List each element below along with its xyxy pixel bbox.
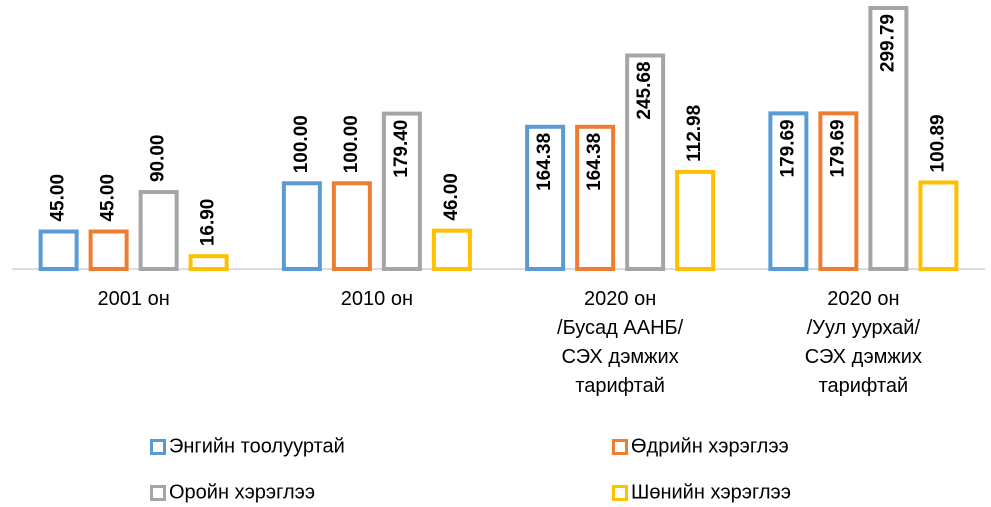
data-label: 100.00 [341, 115, 362, 173]
data-label: 179.69 [827, 119, 848, 177]
bar [818, 111, 859, 271]
x-tick-label: 2020 он/Бусад ААНБ/СЭХ дэмжих тарифтай [557, 288, 684, 397]
data-label: 179.40 [391, 120, 412, 178]
data-label: 90.00 [148, 134, 169, 182]
legend-swatch [150, 439, 166, 455]
bar [138, 190, 179, 272]
data-label: 299.79 [877, 14, 898, 72]
x-tick-label: 2020 он/Уул уурхай/СЭХ дэмжих тарифтай [805, 288, 922, 397]
bar [88, 229, 129, 272]
legend-label: Энгийн тоолууртай [169, 435, 345, 457]
bar [625, 53, 666, 271]
data-label: 179.69 [777, 119, 798, 177]
bar [525, 124, 566, 271]
x-tick-label: 2001 он [98, 288, 170, 310]
data-label: 112.98 [684, 105, 705, 162]
bar [675, 169, 716, 272]
bar [431, 228, 472, 271]
bar [188, 254, 229, 271]
legend-swatch [612, 485, 628, 501]
data-label: 100.89 [927, 114, 948, 172]
data-label: 46.00 [441, 173, 462, 221]
data-label: 164.38 [534, 133, 555, 191]
x-tick-label: 2010 он [341, 288, 413, 310]
bar [331, 181, 372, 271]
legend-label: Өдрийн хэрэглээ [631, 435, 789, 457]
data-label: 45.00 [48, 174, 69, 222]
bar [868, 6, 909, 271]
data-label: 100.00 [291, 115, 312, 173]
legend-swatch [150, 485, 166, 501]
data-label: 245.68 [634, 61, 655, 119]
legend-label: Шөнийн хэрэглээ [631, 481, 791, 503]
bar [768, 111, 809, 271]
legend-swatch [612, 439, 628, 455]
data-label: 45.00 [98, 174, 119, 222]
bar [918, 180, 959, 272]
bar [381, 111, 422, 271]
legend-label: Оройн хэрэглээ [169, 481, 315, 503]
bar [281, 181, 322, 271]
bar [575, 124, 616, 271]
data-label: 164.38 [584, 133, 605, 191]
data-label: 16.90 [198, 199, 219, 247]
bar [38, 229, 79, 272]
